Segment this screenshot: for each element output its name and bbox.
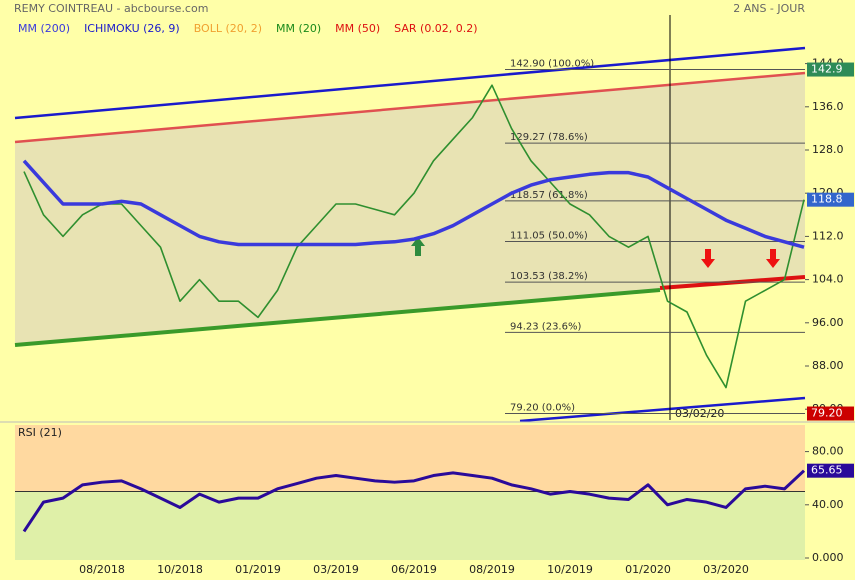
x-tick-label: 01/2020 xyxy=(625,563,671,576)
x-tick-label: 03/2020 xyxy=(703,563,749,576)
y-tick-label: 40.00 xyxy=(812,498,844,511)
lower-trend-line xyxy=(519,396,806,423)
x-tick-label: 06/2019 xyxy=(391,563,437,576)
last-value-label: 65.65 xyxy=(811,464,843,477)
legend-entry: ICHIMOKU (26, 9) xyxy=(84,22,180,35)
axis-tag xyxy=(807,62,854,77)
y-tick-label: 80.00 xyxy=(812,445,844,458)
legend-entry: MM (200) xyxy=(18,22,70,35)
x-tick-label: 03/2019 xyxy=(313,563,359,576)
fib-label: 142.90 (100.0%) xyxy=(510,59,594,70)
sell-arrow xyxy=(766,249,780,268)
chart-title: REMY COINTREAU - abcbourse.com xyxy=(14,2,208,15)
legend-entry: MM (20) xyxy=(276,22,321,35)
rsi-oversold-zone xyxy=(15,491,805,560)
legend-entry: SAR (0.02, 0.2) xyxy=(394,22,477,35)
legend-entry: BOLL (20, 2) xyxy=(194,22,262,35)
channel-area xyxy=(15,73,805,345)
fib-label: 103.53 (38.2%) xyxy=(510,271,588,282)
y-tick-label: 136.0 xyxy=(812,100,844,113)
fib-label: 111.05 (50.0%) xyxy=(510,231,588,242)
x-tick-label: 10/2018 xyxy=(157,563,203,576)
buy-arrow xyxy=(411,237,425,256)
axis-tag-label: 142.9 xyxy=(811,63,843,76)
y-tick-label: 112.0 xyxy=(812,229,844,242)
support-line xyxy=(14,288,661,347)
y-tick-label: 128.0 xyxy=(812,143,844,156)
series-line xyxy=(22,159,805,249)
y-tick-label: 104.0 xyxy=(812,273,844,286)
series-line xyxy=(22,469,806,533)
axis-tag-label: 79.20 xyxy=(811,407,843,420)
x-tick-label: 08/2018 xyxy=(79,563,125,576)
legend-entry: MM (50) xyxy=(335,22,380,35)
last-value-tag xyxy=(807,192,854,207)
upper-trend-line xyxy=(14,46,806,120)
resistance-line xyxy=(14,71,806,144)
x-tick-label: 10/2019 xyxy=(547,563,593,576)
rsi-title: RSI (21) xyxy=(18,426,62,439)
period: 2 ANS - JOUR xyxy=(733,2,805,15)
fib-label: 118.57 (61.8%) xyxy=(510,190,588,201)
last-value-label: 118.8 xyxy=(811,193,843,206)
x-tick-label: 08/2019 xyxy=(469,563,515,576)
y-tick-label: 88.00 xyxy=(812,359,844,372)
price-line xyxy=(23,84,805,389)
x-tick-label: 01/2019 xyxy=(235,563,281,576)
fib-label: 129.27 (78.6%) xyxy=(510,132,588,143)
y-tick-label: 96.00 xyxy=(812,316,844,329)
fib-label: 94.23 (23.6%) xyxy=(510,321,581,332)
y-tick-label: 0.000 xyxy=(812,551,844,564)
sell-arrow xyxy=(701,249,715,268)
axis-tag xyxy=(807,406,854,421)
fib-label: 79.20 (0.0%) xyxy=(510,403,575,414)
last-value-tag xyxy=(807,463,854,478)
